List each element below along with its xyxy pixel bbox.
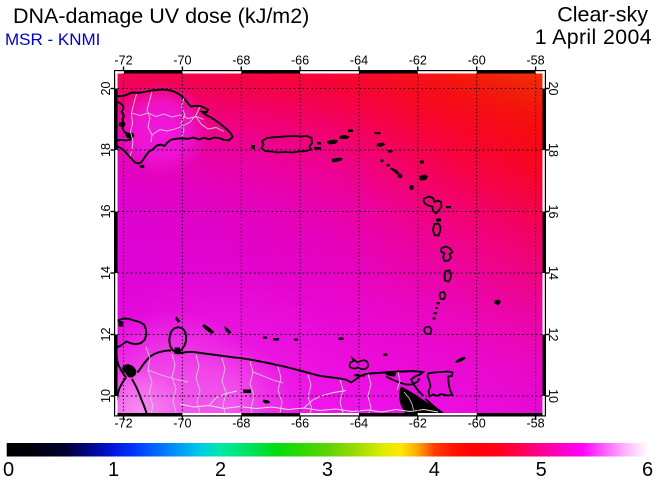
svg-text:3: 3 [322,459,333,480]
svg-text:-66: -66 [291,54,309,68]
svg-text:-72: -72 [114,417,132,431]
svg-text:-70: -70 [173,54,191,68]
svg-text:12: 12 [99,327,113,341]
svg-text:-64: -64 [350,417,368,431]
svg-text:4: 4 [429,459,440,480]
svg-text:18: 18 [99,143,113,157]
svg-text:16: 16 [99,204,113,218]
svg-text:-64: -64 [350,54,368,68]
svg-text:1: 1 [108,459,119,480]
svg-text:-70: -70 [173,417,191,431]
svg-text:20: 20 [99,81,113,95]
svg-text:-58: -58 [526,54,544,68]
svg-text:MSR - KNMI: MSR - KNMI [5,30,100,49]
svg-text:2: 2 [215,459,226,480]
svg-text:1 April 2004: 1 April 2004 [535,25,652,49]
svg-text:-68: -68 [232,417,250,431]
svg-text:-68: -68 [232,54,250,68]
svg-text:6: 6 [642,459,653,480]
svg-text:-72: -72 [114,54,132,68]
svg-text:-60: -60 [468,54,486,68]
svg-text:18: 18 [546,143,560,157]
svg-text:20: 20 [546,81,560,95]
svg-text:-62: -62 [409,54,427,68]
svg-text:-60: -60 [468,417,486,431]
svg-text:14: 14 [546,266,560,280]
svg-text:12: 12 [546,327,560,341]
svg-text:0: 0 [3,459,14,480]
svg-text:Clear-sky: Clear-sky [557,3,648,27]
svg-text:-58: -58 [526,417,544,431]
svg-text:14: 14 [99,266,113,280]
svg-text:-66: -66 [291,417,309,431]
svg-text:DNA-damage UV dose (kJ/m2): DNA-damage UV dose (kJ/m2) [13,4,309,28]
svg-text:10: 10 [99,389,113,403]
svg-text:16: 16 [546,204,560,218]
svg-text:10: 10 [546,389,560,403]
svg-text:5: 5 [536,459,547,480]
svg-text:-62: -62 [409,417,427,431]
